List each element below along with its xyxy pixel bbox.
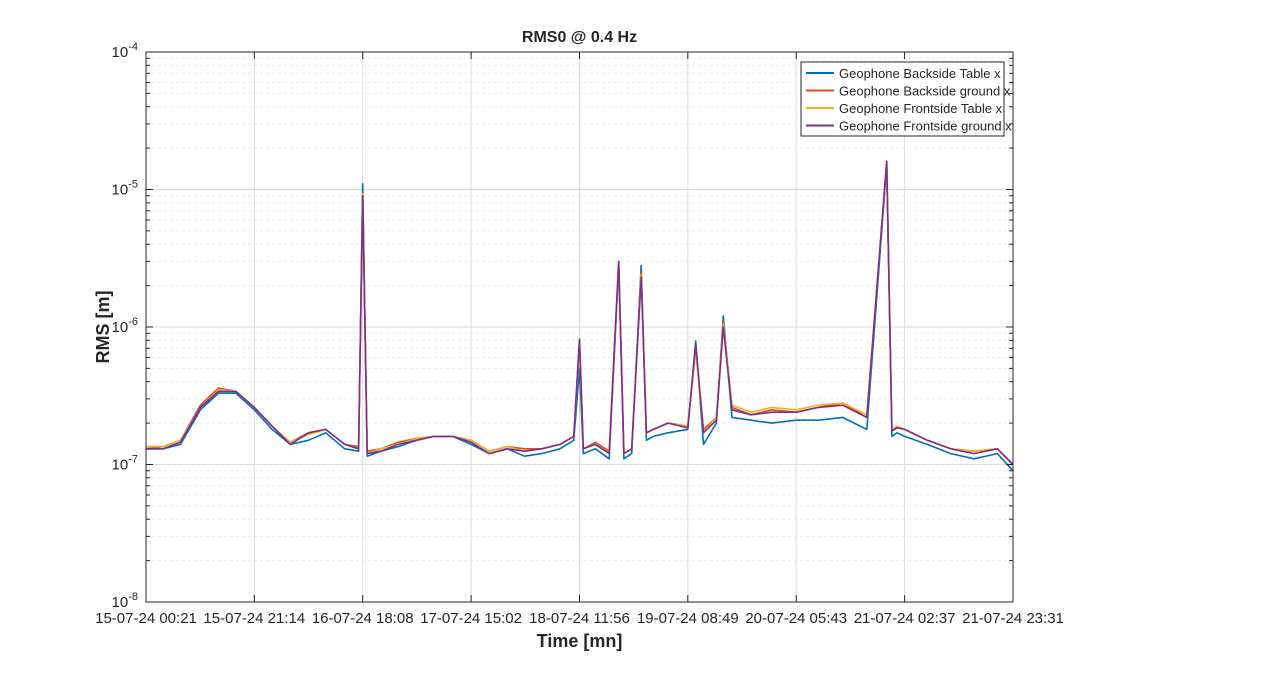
y-tick-label: 10-4 — [112, 41, 138, 61]
y-tick-label: 10-6 — [112, 316, 138, 336]
x-axis-label: Time [mn] — [537, 631, 623, 651]
y-axis-label: RMS [m] — [93, 291, 113, 364]
y-tick-label: 10-8 — [112, 591, 138, 611]
x-tick-label: 15-07-24 21:14 — [203, 610, 305, 627]
legend-box — [800, 61, 1005, 137]
x-tick-label: 21-07-24 02:37 — [854, 610, 956, 627]
x-tick-label: 20-07-24 05:43 — [745, 610, 847, 627]
x-tick-label: 19-07-24 08:49 — [637, 610, 739, 627]
axis-ticks: 10-8 10-7 10-6 10-5 10-4 15-07-24 00:21 15-07-… — [95, 41, 1064, 627]
x-tick-label: 21-07-24 23:31 — [962, 610, 1064, 627]
legend-label: Geophone Backside Table x — [839, 66, 1001, 81]
series-line-4 — [146, 160, 1014, 466]
legend-label: Geophone Backside ground x — [839, 84, 1011, 99]
legend-label: Geophone Frontside ground x — [839, 119, 1012, 134]
chart-title: RMS0 @ 0.4 Hz — [522, 29, 637, 46]
series-line-1 — [146, 164, 1014, 472]
x-tick-label: 15-07-24 00:21 — [95, 610, 197, 627]
series-lines — [145, 160, 1014, 472]
x-tick-label: 17-07-24 15:02 — [420, 610, 522, 627]
x-tick-label: 18-07-24 11:56 — [529, 610, 630, 627]
y-tick-label: 10-7 — [112, 454, 138, 474]
legend: Geophone Backside Table x Geophone Backsi… — [800, 61, 1012, 137]
y-tick-label: 10-5 — [112, 179, 138, 199]
legend-label: Geophone Frontside Table x — [839, 101, 1003, 116]
x-tick-label: 16-07-24 18:08 — [312, 610, 414, 627]
